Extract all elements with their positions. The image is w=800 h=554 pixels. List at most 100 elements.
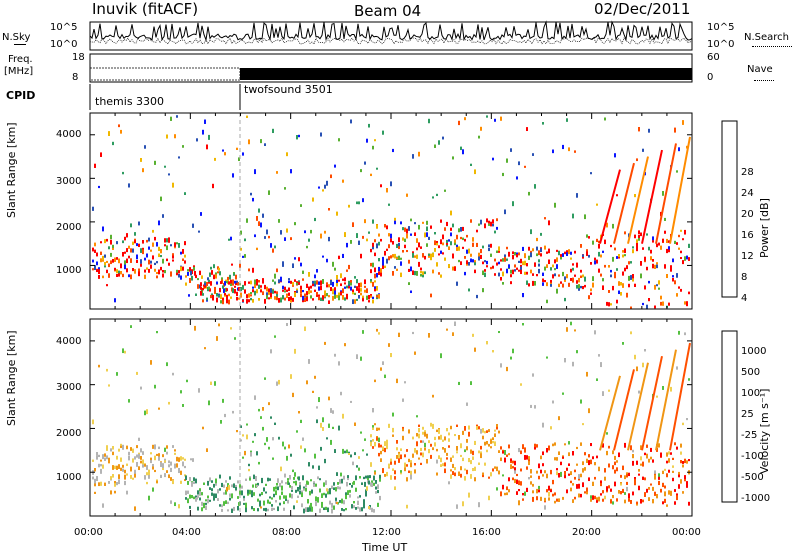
velocity-mark bbox=[592, 481, 594, 487]
velocity-mark bbox=[618, 452, 620, 456]
power-mark bbox=[378, 241, 380, 246]
velocity-mark bbox=[528, 477, 530, 480]
power-mark bbox=[378, 271, 380, 276]
power-mark bbox=[396, 243, 398, 249]
velocity-mark bbox=[268, 446, 270, 450]
power-mark bbox=[444, 189, 446, 192]
velocity-mark bbox=[243, 498, 245, 501]
velocity-mark bbox=[313, 481, 315, 484]
velocity-mark bbox=[640, 499, 642, 504]
velocity-mark bbox=[676, 446, 678, 450]
power-mark bbox=[344, 277, 346, 282]
power-mark bbox=[302, 295, 304, 301]
velocity-mark bbox=[291, 489, 293, 492]
power-mark bbox=[160, 249, 162, 254]
velocity-mark bbox=[150, 360, 152, 365]
power-mark bbox=[428, 236, 430, 240]
velocity-mark bbox=[353, 501, 355, 504]
velocity-mark bbox=[474, 347, 476, 352]
power-mark bbox=[310, 290, 312, 293]
power-mark bbox=[570, 251, 572, 255]
power-mark bbox=[510, 148, 512, 152]
power-mark bbox=[207, 277, 209, 281]
velocity-mark bbox=[348, 451, 350, 454]
power-mark bbox=[430, 253, 432, 257]
power-mark bbox=[233, 273, 235, 276]
velocity-mark bbox=[174, 502, 176, 507]
velocity-mark bbox=[576, 463, 578, 466]
power-mark bbox=[488, 244, 490, 248]
power-mark bbox=[199, 270, 201, 276]
velocity-mark bbox=[538, 485, 540, 490]
velocity-mark bbox=[670, 490, 672, 496]
velocity-mark bbox=[136, 454, 138, 458]
velocity-mark bbox=[678, 471, 680, 475]
velocity-mark bbox=[582, 423, 584, 426]
velocity-mark bbox=[614, 461, 616, 466]
velocity-mark bbox=[606, 486, 608, 491]
velocity-mark bbox=[532, 490, 534, 494]
freq-trace-themis bbox=[89, 67, 241, 81]
power-mark bbox=[590, 172, 592, 175]
power-mark bbox=[538, 259, 540, 263]
velocity-mark bbox=[333, 487, 335, 491]
power-mark bbox=[602, 278, 604, 282]
power-mark bbox=[248, 268, 250, 272]
velocity-mark bbox=[478, 426, 480, 430]
power-mark bbox=[342, 278, 344, 281]
velocity-mark bbox=[180, 480, 182, 484]
velocity-mark bbox=[382, 361, 384, 365]
power-mark bbox=[274, 290, 276, 294]
power-mark bbox=[116, 241, 118, 245]
velocity-mark bbox=[572, 361, 574, 367]
power-mark bbox=[342, 179, 344, 183]
power-mark bbox=[132, 268, 134, 272]
power-mark bbox=[364, 289, 366, 293]
velocity-mark bbox=[680, 460, 682, 464]
power-mark bbox=[274, 296, 276, 300]
power-mark bbox=[498, 261, 500, 265]
velocity-mark bbox=[332, 410, 334, 414]
power-mark bbox=[386, 258, 388, 264]
velocity-mark bbox=[166, 451, 168, 455]
power-mark bbox=[416, 271, 418, 276]
velocity-mark bbox=[576, 484, 578, 489]
velocity-mark bbox=[110, 448, 112, 452]
power-mark bbox=[468, 288, 470, 292]
power-mark bbox=[116, 274, 118, 277]
power-mark bbox=[146, 253, 148, 258]
power-mark bbox=[394, 220, 396, 225]
velocity-mark bbox=[590, 498, 592, 502]
power-mark bbox=[622, 283, 624, 288]
power-mark bbox=[100, 251, 102, 255]
power-mark bbox=[624, 248, 626, 253]
velocity-mark bbox=[254, 433, 256, 437]
velocity-mark bbox=[468, 492, 470, 498]
power-mark bbox=[106, 269, 108, 274]
power-mark bbox=[110, 239, 112, 245]
velocity-mark bbox=[662, 501, 664, 505]
power-mark bbox=[506, 158, 508, 163]
power-mark bbox=[656, 262, 658, 265]
power-mark bbox=[374, 286, 376, 289]
power-mark bbox=[436, 241, 438, 245]
velocity-mark bbox=[344, 450, 346, 454]
power-cbar-tick: 4 bbox=[741, 293, 748, 304]
power-mark bbox=[388, 244, 390, 249]
power-mark bbox=[195, 274, 197, 279]
power-mark bbox=[680, 229, 682, 232]
velocity-mark bbox=[100, 464, 102, 467]
power-mark bbox=[428, 118, 430, 124]
velocity-mark bbox=[279, 482, 281, 488]
power-mark bbox=[124, 236, 126, 241]
velocity-mark bbox=[498, 331, 500, 334]
velocity-mark bbox=[630, 446, 632, 450]
velocity-mark bbox=[198, 388, 200, 393]
power-mark bbox=[562, 271, 564, 277]
velocity-mark bbox=[612, 495, 614, 499]
power-mark bbox=[614, 153, 616, 158]
power-mark bbox=[284, 290, 286, 293]
power-mark bbox=[282, 261, 284, 264]
power-mark bbox=[302, 270, 304, 274]
velocity-mark bbox=[162, 467, 164, 471]
